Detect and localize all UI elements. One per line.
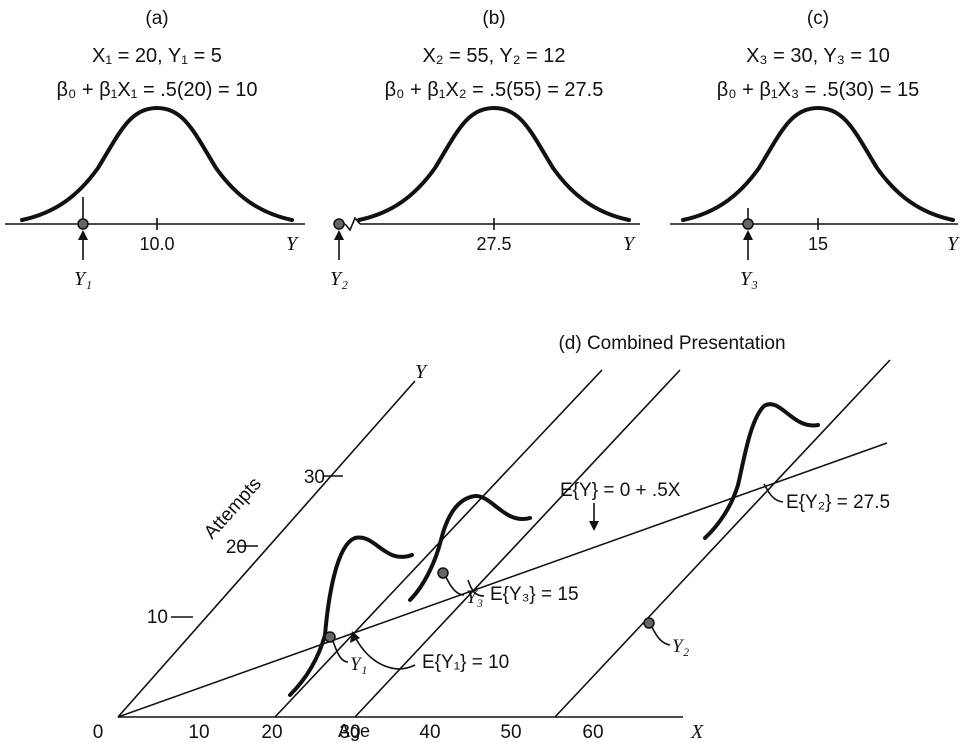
y-axis-symbol: Y xyxy=(415,361,428,383)
y-tick-10: 10 xyxy=(147,607,168,628)
observation-point-y1 xyxy=(324,631,336,643)
leader-y1 xyxy=(332,640,349,663)
observation-point-y3 xyxy=(437,567,449,579)
panel-a-axis-label: Y xyxy=(286,233,299,255)
mean-label-y2: E{Y₂} = 27.5 xyxy=(786,492,890,513)
leader-y2 xyxy=(651,626,671,646)
x-tick-30: 30 xyxy=(339,722,360,743)
panel-c-label: (c) xyxy=(807,8,829,29)
leader-mean-y1-arrow xyxy=(350,631,360,643)
panel-b-axis-label: Y xyxy=(623,233,636,255)
y-tick-20: 20 xyxy=(226,537,247,558)
x-tick-40: 40 xyxy=(419,722,440,743)
density-curve-y3 xyxy=(408,494,532,602)
leader-y3 xyxy=(445,576,465,596)
y-axis-label: Attempts xyxy=(200,474,266,544)
panel-c-mean-label: 15 xyxy=(808,234,828,254)
leader-mean-y3 xyxy=(467,579,485,597)
panel-a-label: (a) xyxy=(145,8,168,29)
panel-c-normal-curve xyxy=(681,106,955,222)
panel-b-mean-label: 27.5 xyxy=(476,234,511,254)
x-axis-symbol: X xyxy=(690,721,704,743)
panel-b-arrow-head xyxy=(334,230,344,240)
x-tick-20: 20 xyxy=(261,722,282,743)
regression-equation: E{Y} = 0 + .5X xyxy=(560,480,681,501)
panel-c-observation-text: X₃ = 30, Y₃ = 10 xyxy=(746,45,890,67)
panel-b-label: (b) xyxy=(482,8,505,29)
mean-label-y1: E{Y₁} = 10 xyxy=(422,652,509,673)
panel-d-title: (d) Combined Presentation xyxy=(558,333,785,354)
panel-b-normal-curve xyxy=(357,106,631,222)
regression-line xyxy=(117,442,888,718)
y-tick-30: 30 xyxy=(304,467,325,488)
guide-line-x30 xyxy=(354,369,681,718)
density-curve-y1 xyxy=(288,535,414,697)
panel-b-observation-text: X₂ = 55, Y₂ = 12 xyxy=(422,45,565,67)
panel-b-mean-equation: β₀ + β₁X₂ = .5(55) = 27.5 xyxy=(385,79,604,101)
panel-a-observation-text: X₁ = 20, Y₁ = 5 xyxy=(92,45,222,67)
panel-c-observation-label: Y₃ xyxy=(740,268,758,290)
observation-label-y1: Y₁ xyxy=(350,654,367,675)
panel-a-observation-label: Y₁ xyxy=(74,268,92,290)
panel-a-mean-equation: β₀ + β₁X₁ = .5(20) = 10 xyxy=(56,79,257,101)
panel-a: (a) X₁ = 20, Y₁ = 5 β₀ + β₁X₁ = .5(20) =… xyxy=(5,8,305,290)
x-tick-0: 0 xyxy=(93,722,104,743)
panel-c-mean-equation: β₀ + β₁X₃ = .5(30) = 15 xyxy=(717,79,919,101)
panel-a-normal-curve xyxy=(20,106,294,222)
leader-mean-y2 xyxy=(763,483,784,503)
observation-label-y2: Y₂ xyxy=(672,636,690,657)
panel-a-mean-label: 10.0 xyxy=(139,234,174,254)
panel-a-observation-point xyxy=(77,218,89,230)
observation-point-y2 xyxy=(643,617,655,629)
panel-c-axis-label: Y xyxy=(947,233,960,255)
panel-b-observation-label: Y₂ xyxy=(330,268,348,290)
panel-c-observation-point xyxy=(742,218,754,230)
x-tick-10: 10 xyxy=(188,722,209,743)
observation-label-y3: Y₃ xyxy=(466,587,483,608)
mean-label-y3: E{Y₃} = 15 xyxy=(490,584,579,605)
leader-mean-y1 xyxy=(354,636,416,670)
panel-a-arrow-head xyxy=(78,230,88,240)
panel-c: (c) X₃ = 30, Y₃ = 10 β₀ + β₁X₃ = .5(30) … xyxy=(670,8,960,290)
guide-line-x55 xyxy=(554,359,891,718)
panel-d: (d) Combined Presentation 0 10 20 30 40 … xyxy=(93,333,891,743)
panel-b-observation-point xyxy=(333,218,345,230)
y-axis xyxy=(117,380,416,718)
x-tick-60: 60 xyxy=(582,722,603,743)
regression-arrow-head xyxy=(589,521,599,531)
density-curve-y2 xyxy=(703,402,820,540)
x-tick-50: 50 xyxy=(500,722,521,743)
panel-b: (b) X₂ = 55, Y₂ = 12 β₀ + β₁X₂ = .5(55) … xyxy=(330,8,640,290)
x-axis-label: Age xyxy=(338,721,370,741)
panel-c-arrow-head xyxy=(743,230,753,240)
